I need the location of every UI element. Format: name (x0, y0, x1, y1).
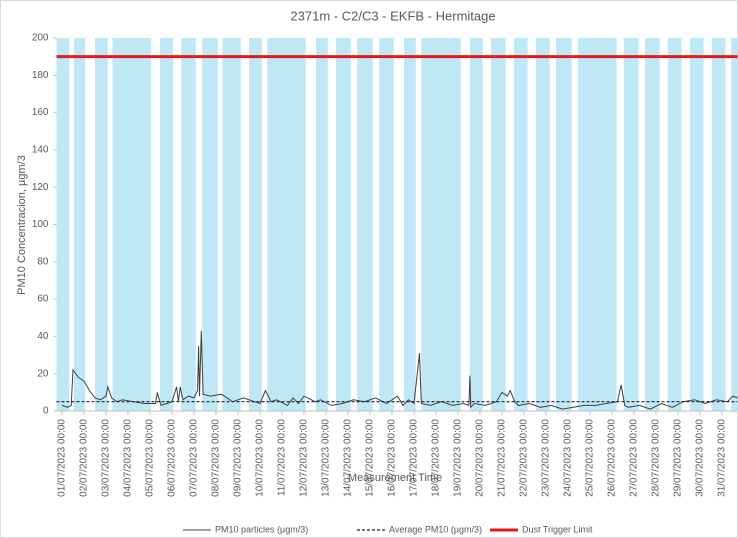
shaded-period (403, 38, 416, 411)
x-tick-label: 24/07/2023 00:00 (563, 419, 574, 497)
x-tick-label: 20/07/2023 00:00 (475, 419, 486, 497)
legend-label: Average PM10 (µgm/3) (389, 524, 482, 534)
shaded-period (379, 38, 394, 411)
x-tick-label: 08/07/2023 00:00 (211, 419, 222, 497)
shaded-period (623, 38, 639, 411)
shaded-period (469, 38, 483, 411)
x-tick-label: 21/07/2023 00:00 (497, 419, 508, 497)
x-tick-label: 29/07/2023 00:00 (673, 419, 684, 497)
shaded-period (490, 38, 506, 411)
shaded-period (644, 38, 660, 411)
x-tick-label: 07/07/2023 00:00 (189, 419, 200, 497)
shaded-period (667, 38, 682, 411)
x-tick-label: 19/07/2023 00:00 (453, 419, 464, 497)
x-tick-label: 28/07/2023 00:00 (651, 419, 662, 497)
x-tick-label: 09/07/2023 00:00 (233, 419, 244, 497)
shaded-period (181, 38, 196, 411)
shaded-period (421, 38, 461, 411)
y-tick-label: 180 (32, 70, 49, 81)
x-tick-label: 18/07/2023 00:00 (431, 419, 442, 497)
x-tick-label: 06/07/2023 00:00 (167, 419, 178, 497)
x-tick-label: 25/07/2023 00:00 (585, 419, 596, 497)
x-tick-label: 04/07/2023 00:00 (123, 419, 134, 497)
shaded-period (578, 38, 617, 411)
shaded-period (267, 38, 306, 411)
shaded-period (94, 38, 108, 411)
x-tick-label: 16/07/2023 00:00 (387, 419, 398, 497)
x-tick-label: 03/07/2023 00:00 (101, 419, 112, 497)
shaded-period (556, 38, 572, 411)
x-tick-label: 10/07/2023 00:00 (255, 419, 266, 497)
x-tick-label: 30/07/2023 00:00 (695, 419, 706, 497)
x-tick-label: 13/07/2023 00:00 (321, 419, 332, 497)
shaded-period (73, 38, 85, 411)
y-tick-label: 80 (37, 256, 49, 267)
shaded-period (731, 38, 738, 411)
x-tick-label: 01/07/2023 00:00 (57, 419, 68, 497)
shaded-period (112, 38, 151, 411)
y-tick-label: 40 (37, 331, 49, 342)
shaded-period (689, 38, 704, 411)
shaded-period (336, 38, 351, 411)
shaded-period (711, 38, 726, 411)
x-tick-label: 17/07/2023 00:00 (409, 419, 420, 497)
y-tick-label: 20 (37, 368, 49, 379)
shaded-period (315, 38, 328, 411)
y-tick-label: 120 (32, 182, 49, 193)
y-axis-title: PM10 Concentracion, µgm/3 (16, 155, 28, 295)
shaded-period (222, 38, 241, 411)
y-tick-label: 0 (43, 406, 49, 417)
chart-title: 2371m - C2/C3 - EKFB - Hermitage (290, 8, 495, 23)
x-tick-label: 11/07/2023 00:00 (277, 419, 288, 497)
x-tick-label: 12/07/2023 00:00 (299, 419, 310, 497)
shaded-period (248, 38, 262, 411)
y-tick-label: 60 (37, 294, 49, 305)
shaded-period (56, 38, 70, 411)
shaded-period (202, 38, 218, 411)
shaded-period (357, 38, 373, 411)
x-tick-label: 22/07/2023 00:00 (519, 419, 530, 497)
shaded-period (535, 38, 550, 411)
legend-label: Dust Trigger Limit (522, 524, 593, 534)
x-tick-label: 14/07/2023 00:00 (343, 419, 354, 497)
y-tick-label: 140 (32, 145, 49, 156)
shaded-period (513, 38, 528, 411)
x-axis-title: Measurement Time (348, 472, 442, 484)
x-tick-label: 26/07/2023 00:00 (607, 419, 618, 497)
x-tick-label: 15/07/2023 00:00 (365, 419, 376, 497)
data-line (61, 330, 738, 410)
x-tick-label: 05/07/2023 00:00 (145, 419, 156, 497)
x-tick-label: 23/07/2023 00:00 (541, 419, 552, 497)
y-tick-label: 100 (32, 219, 49, 230)
x-tick-label: 02/07/2023 00:00 (79, 419, 90, 497)
shaded-period (160, 38, 173, 411)
legend-label: PM10 particles (µgm/3) (215, 524, 308, 534)
y-tick-label: 160 (32, 107, 49, 118)
x-tick-label: 27/07/2023 00:00 (629, 419, 640, 497)
y-tick-label: 200 (32, 33, 49, 44)
x-tick-label: 31/07/2023 00:00 (717, 419, 728, 497)
